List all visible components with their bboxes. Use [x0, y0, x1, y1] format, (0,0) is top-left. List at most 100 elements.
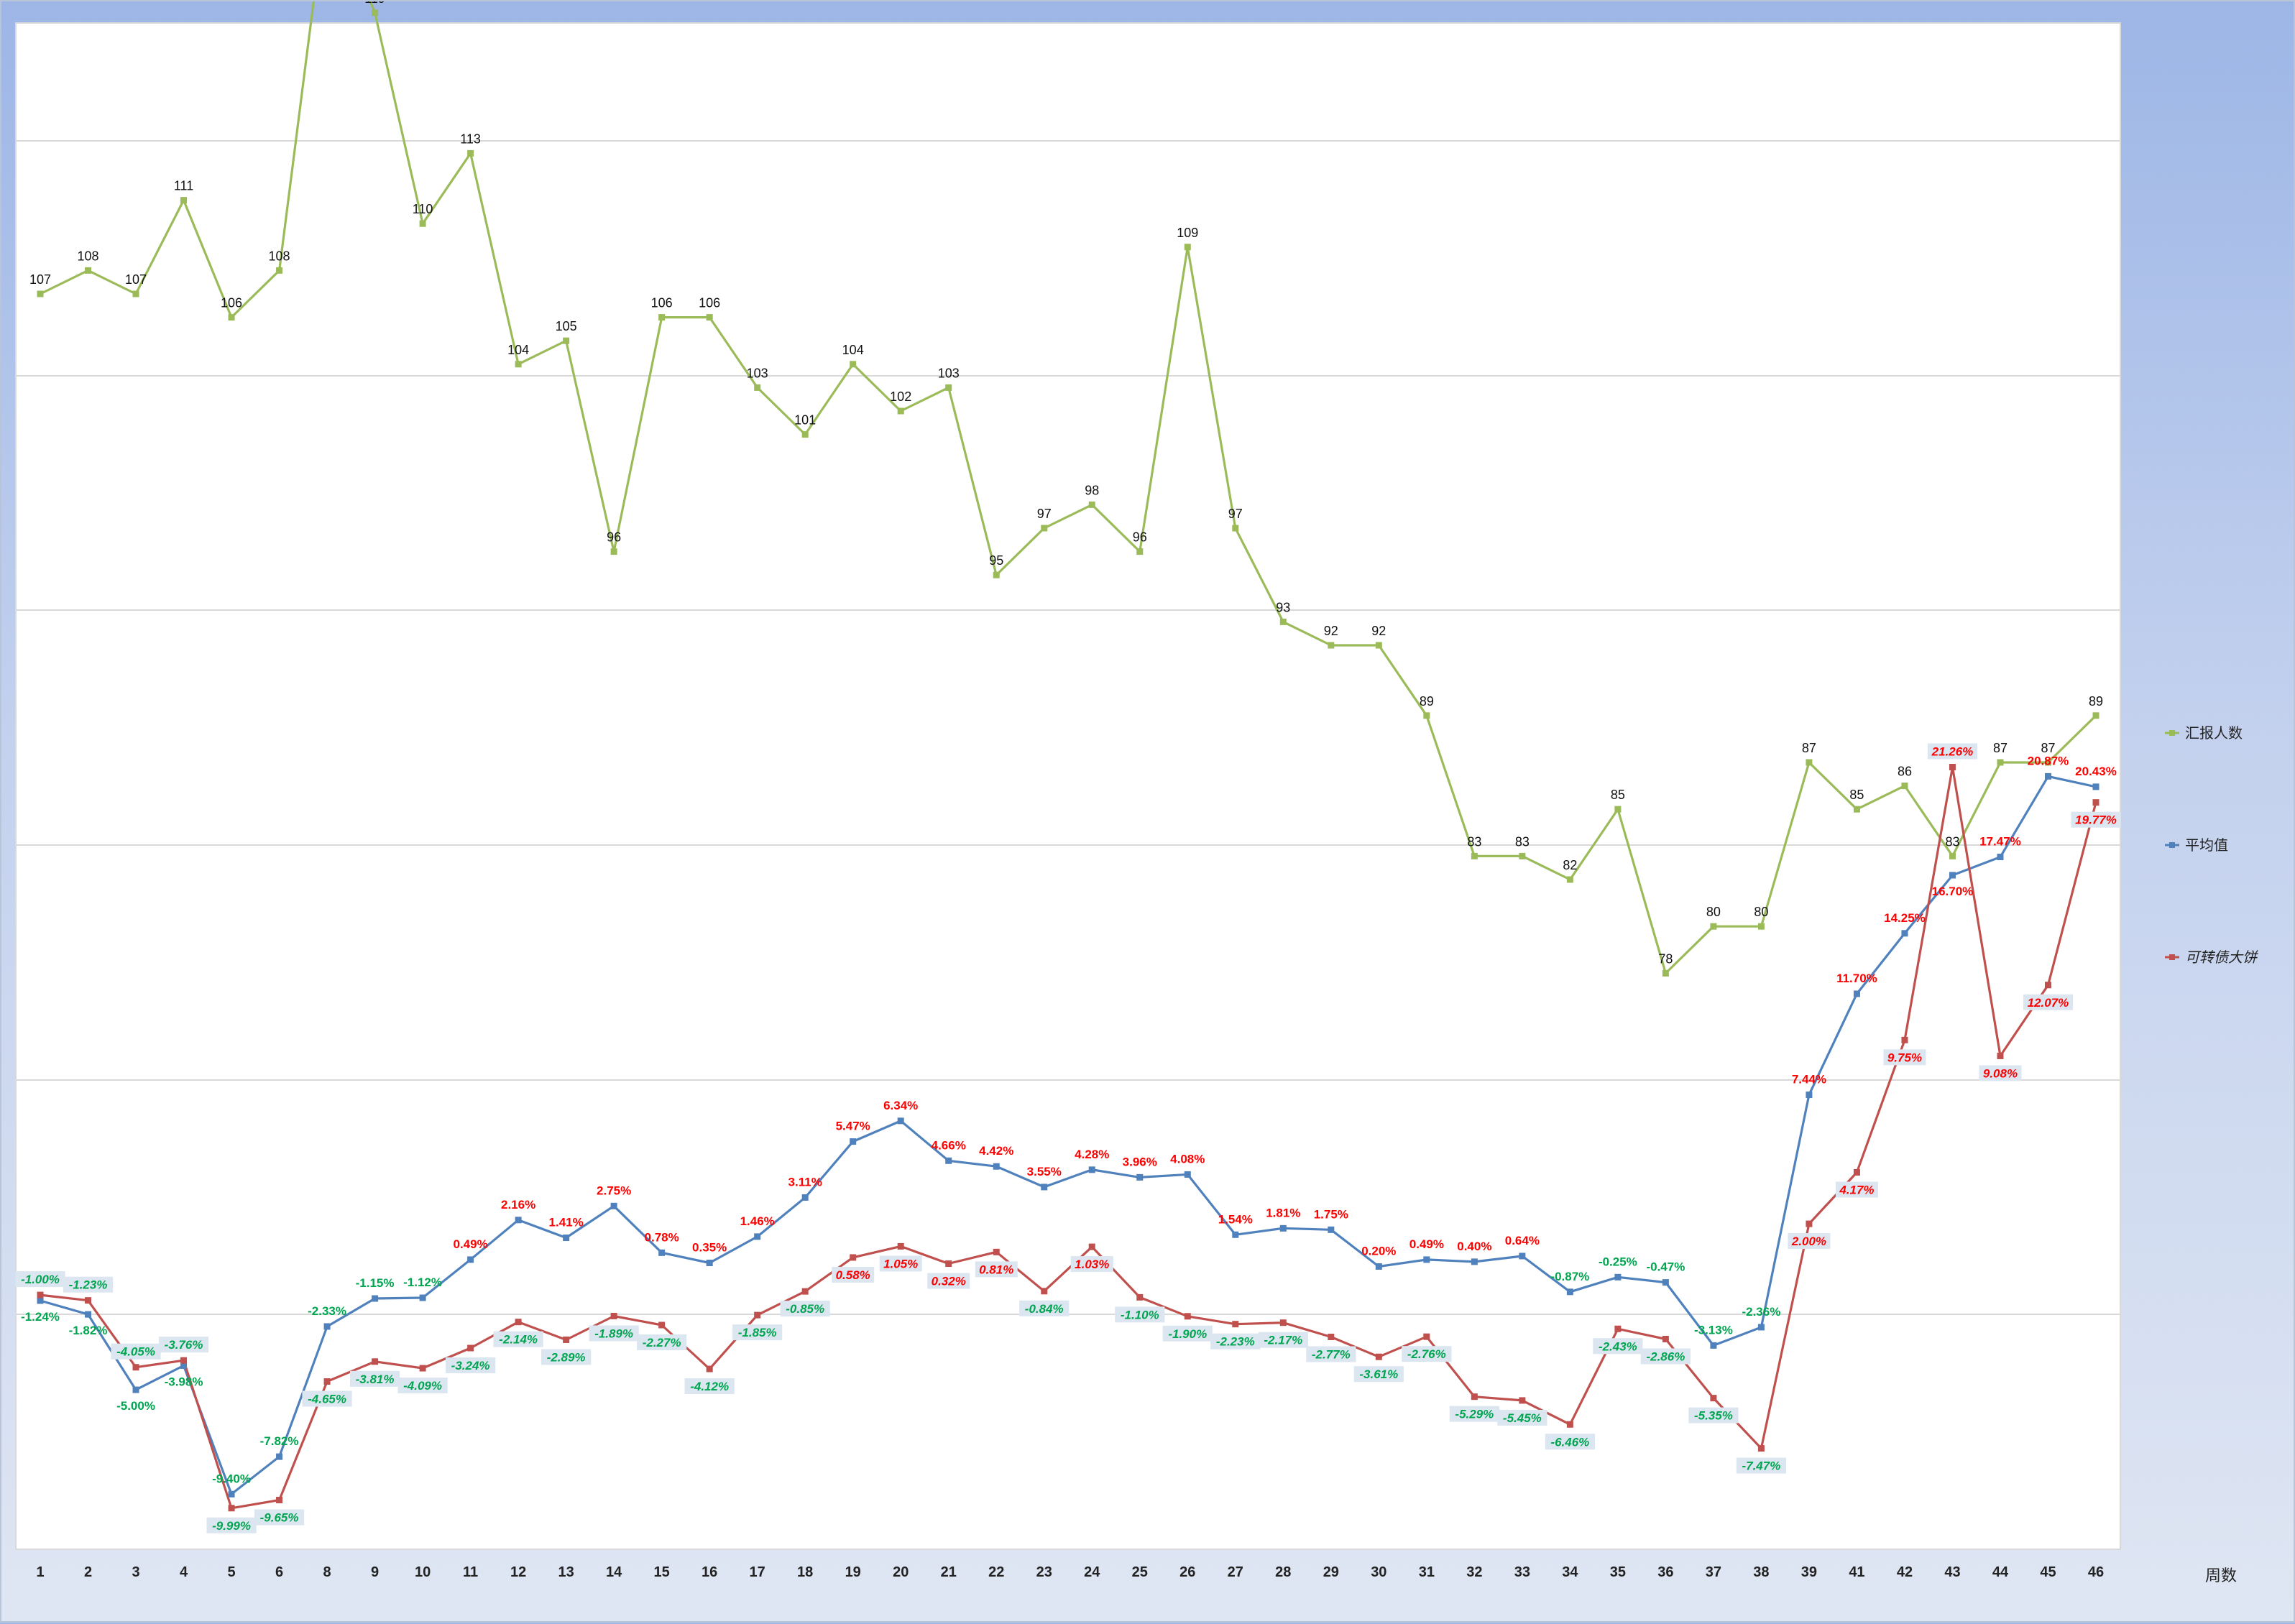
x-tick-label: 43: [1944, 1564, 1960, 1580]
average-point: [1184, 1171, 1191, 1178]
cb-cake-point: [1757, 1445, 1765, 1452]
x-tick-label: 25: [1132, 1564, 1148, 1580]
report-count-point: [1853, 806, 1860, 813]
x-tick-label: 22: [988, 1564, 1004, 1580]
x-tick-label: 19: [845, 1564, 861, 1580]
cb-cake-point: [37, 1291, 44, 1298]
x-tick-label: 18: [797, 1564, 813, 1580]
average-point: [563, 1235, 570, 1242]
average-point: [323, 1323, 331, 1330]
average-data-label: 2.75%: [597, 1184, 631, 1197]
cb-cake-data-label: 21.26%: [1931, 745, 1974, 759]
report-count-data-label: 87: [1802, 741, 1816, 755]
report-count-point: [1662, 969, 1669, 977]
cb-cake-label-bg: [1019, 1300, 1070, 1316]
average-point: [1088, 1166, 1095, 1173]
cb-cake-point: [1997, 1052, 2004, 1059]
cb-cake-point: [2092, 799, 2099, 806]
average-data-label: -0.47%: [1646, 1260, 1685, 1274]
report-count-data-label: 89: [1420, 694, 1434, 709]
cb-cake-label-bg: [1927, 743, 1978, 760]
report-count-point: [945, 384, 952, 391]
average-point: [85, 1311, 92, 1318]
report-count-data-label: 119: [364, 1, 385, 6]
report-count-data-label: 113: [460, 132, 481, 146]
cb-cake-label-bg: [927, 1273, 970, 1289]
report-count-point: [658, 314, 666, 321]
average-data-label: -9.40%: [212, 1472, 251, 1485]
average-point: [801, 1194, 809, 1201]
average-data-label: -2.33%: [308, 1304, 346, 1318]
x-tick-label: 28: [1275, 1564, 1291, 1580]
cb-cake-data-label: -2.43%: [1599, 1339, 1637, 1353]
report-count-point: [1614, 806, 1622, 813]
cb-cake-point: [1471, 1393, 1478, 1401]
x-tick-label: 12: [510, 1564, 526, 1580]
cb-cake-point: [1232, 1321, 1239, 1328]
cb-cake-data-label: 0.58%: [836, 1268, 870, 1282]
average-data-label: 3.55%: [1027, 1165, 1062, 1178]
x-tick-label: 4: [180, 1564, 188, 1580]
report-count-data-label: 89: [2089, 694, 2103, 709]
cb-cake-data-label: -5.29%: [1455, 1408, 1494, 1421]
cb-cake-label-bg: [1788, 1233, 1831, 1250]
cb-cake-label-bg: [302, 1390, 352, 1407]
cb-cake-point: [1614, 1325, 1622, 1332]
report-count-point: [1375, 642, 1382, 649]
average-data-label: 3.11%: [788, 1175, 822, 1189]
report-count-point: [801, 431, 809, 438]
cb-cake-label-bg: [2071, 811, 2121, 828]
x-tick-label: 31: [1419, 1564, 1435, 1580]
cb-cake-data-label: -9.65%: [260, 1511, 299, 1525]
average-point: [1901, 930, 1908, 937]
report-count-point: [1184, 244, 1191, 251]
report-count-point: [1328, 642, 1335, 649]
x-tick-label: 32: [1466, 1564, 1482, 1580]
average-data-label: 7.44%: [1792, 1073, 1826, 1086]
cb-cake-label-bg: [832, 1266, 875, 1283]
average-data-label: -0.87%: [1550, 1270, 1589, 1283]
average-data-label: 4.66%: [932, 1138, 966, 1152]
report-count-point: [132, 290, 139, 297]
cb-cake-label-bg: [493, 1331, 543, 1347]
cb-cake-data-label: -1.10%: [1121, 1308, 1159, 1321]
average-data-label: 0.40%: [1457, 1240, 1491, 1253]
report-count-data-label: 104: [507, 343, 529, 357]
x-tick-label: 46: [2088, 1564, 2104, 1580]
report-count-data-label: 106: [221, 296, 242, 310]
average-point: [1471, 1258, 1478, 1265]
cb-cake-data-label: -2.17%: [1264, 1334, 1302, 1347]
average-data-label: 17.47%: [1979, 835, 2021, 849]
report-count-line: [40, 1, 2097, 975]
average-point: [372, 1295, 379, 1302]
cb-cake-data-label: 4.17%: [1839, 1183, 1874, 1196]
cb-cake-label-bg: [637, 1334, 687, 1350]
cb-cake-data-label: -4.65%: [308, 1393, 346, 1406]
report-count-data-label: 82: [1563, 858, 1577, 872]
cb-cake-data-label: 1.05%: [883, 1257, 918, 1270]
report-count-data-label: 107: [125, 272, 147, 287]
cb-cake-data-label: -3.61%: [1359, 1367, 1398, 1381]
average-point: [1136, 1173, 1144, 1181]
report-count-data-label: 104: [842, 343, 864, 357]
x-tick-label: 39: [1801, 1564, 1817, 1580]
average-point: [1853, 990, 1860, 997]
report-count-data-label: 103: [938, 366, 960, 380]
report-count-point: [1423, 712, 1430, 719]
cb-cake-point: [372, 1358, 379, 1365]
legend-entry-label: 可转债大饼: [2185, 950, 2258, 966]
cb-cake-label-bg: [1545, 1434, 1595, 1450]
cb-cake-data-label: -2.77%: [1312, 1347, 1351, 1361]
report-count-point: [515, 361, 522, 368]
average-point: [419, 1294, 426, 1301]
report-count-data-label: 80: [1754, 905, 1768, 919]
cb-cake-label-bg: [349, 1370, 400, 1387]
cb-cake-label-bg: [1353, 1366, 1404, 1383]
average-data-label: -5.00%: [116, 1399, 155, 1413]
cb-cake-point: [85, 1297, 92, 1304]
average-data-label: 0.49%: [454, 1237, 488, 1251]
cb-cake-label-bg: [2023, 994, 2074, 1010]
report-count-point: [706, 314, 713, 321]
